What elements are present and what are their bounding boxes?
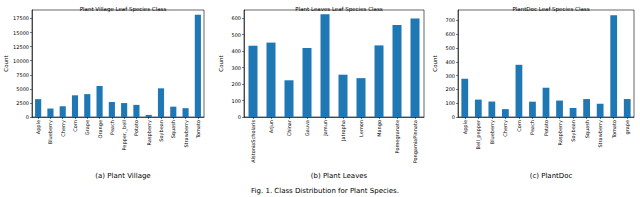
svg-text:Potato: Potato: [543, 120, 549, 136]
svg-text:17500: 17500: [13, 15, 29, 21]
svg-text:Strawberry: Strawberry: [597, 120, 604, 148]
svg-text:Blueberry: Blueberry: [47, 120, 54, 144]
svg-text:Grape: Grape: [84, 120, 91, 135]
svg-text:Chinar: Chinar: [286, 119, 292, 136]
svg-text:Plant Leaves Leaf Species Clas: Plant Leaves Leaf Species Class: [295, 6, 383, 13]
svg-text:Tomato: Tomato: [611, 120, 617, 139]
svg-text:Count: Count: [218, 54, 224, 71]
svg-text:600: 600: [231, 15, 241, 21]
svg-text:600: 600: [445, 31, 455, 37]
svg-text:Bell_pepper: Bell_pepper: [475, 119, 482, 149]
svg-text:100: 100: [231, 98, 241, 104]
svg-text:Mango: Mango: [376, 120, 383, 137]
svg-text:Peach: Peach: [109, 120, 115, 135]
svg-text:Squash: Squash: [170, 120, 177, 138]
svg-text:Pepper,_bell: Pepper,_bell: [121, 120, 128, 151]
svg-text:Apple: Apple: [462, 120, 469, 134]
svg-text:grape: grape: [624, 120, 631, 135]
svg-text:(a) Plant Village: (a) Plant Village: [95, 172, 150, 180]
svg-text:Tomato: Tomato: [195, 120, 201, 139]
svg-text:Cherry: Cherry: [60, 120, 67, 137]
svg-text:Soybean: Soybean: [158, 120, 165, 142]
svg-text:Apple: Apple: [35, 120, 42, 134]
svg-text:0: 0: [238, 114, 241, 120]
svg-text:Jatropha: Jatropha: [340, 120, 347, 142]
svg-text:(b) Plant Leaves: (b) Plant Leaves: [311, 172, 368, 180]
svg-text:Arjun: Arjun: [268, 120, 275, 133]
svg-text:7500: 7500: [16, 72, 29, 78]
svg-text:Pomegranate: Pomegranate: [394, 120, 401, 153]
svg-text:15000: 15000: [13, 30, 29, 36]
svg-text:300: 300: [231, 65, 241, 71]
svg-text:700: 700: [445, 17, 455, 23]
svg-text:200: 200: [445, 86, 455, 92]
svg-text:Fig. 1. Class Distribution for: Fig. 1. Class Distribution for Plant Spe…: [251, 187, 399, 195]
svg-text:Raspberry: Raspberry: [557, 120, 564, 145]
svg-text:Jamun: Jamun: [322, 120, 328, 137]
svg-text:Potato: Potato: [133, 120, 139, 136]
svg-text:AlstoniaScholaris: AlstoniaScholaris: [250, 120, 256, 163]
svg-text:500: 500: [231, 32, 241, 38]
svg-text:Corn: Corn: [72, 120, 78, 132]
svg-text:Count: Count: [3, 54, 9, 71]
svg-text:Count: Count: [432, 54, 438, 71]
svg-text:Cherry: Cherry: [502, 120, 509, 137]
svg-text:(c) PlantDoc: (c) PlantDoc: [530, 172, 573, 180]
svg-text:Soybean: Soybean: [570, 120, 577, 142]
svg-text:Squash: Squash: [584, 120, 591, 138]
svg-text:2500: 2500: [16, 100, 29, 106]
svg-text:PlantDoc Leaf Species Class: PlantDoc Leaf Species Class: [512, 6, 589, 13]
svg-text:10000: 10000: [13, 58, 29, 64]
svg-text:Orange: Orange: [97, 120, 104, 138]
svg-text:100: 100: [445, 100, 455, 106]
svg-text:Plant Village Leaf Species Cla: Plant Village Leaf Species Class: [80, 6, 167, 13]
svg-text:200: 200: [231, 81, 241, 87]
svg-text:Raspberry: Raspberry: [146, 120, 153, 145]
svg-text:Corn: Corn: [516, 120, 522, 132]
svg-text:400: 400: [445, 59, 455, 65]
svg-text:0: 0: [26, 114, 29, 120]
svg-text:PongamiaPinnata: PongamiaPinnata: [412, 120, 419, 163]
svg-text:Lemon: Lemon: [358, 120, 364, 137]
svg-text:Blueberry: Blueberry: [489, 120, 496, 144]
svg-text:12500: 12500: [13, 44, 29, 50]
svg-text:500: 500: [445, 45, 455, 51]
svg-text:300: 300: [445, 73, 455, 79]
svg-text:Peach: Peach: [529, 120, 535, 135]
svg-text:Strawberry: Strawberry: [183, 120, 190, 148]
svg-text:0: 0: [452, 114, 455, 120]
svg-text:400: 400: [231, 48, 241, 54]
svg-text:5000: 5000: [16, 86, 29, 92]
svg-text:Gauva: Gauva: [304, 120, 310, 136]
